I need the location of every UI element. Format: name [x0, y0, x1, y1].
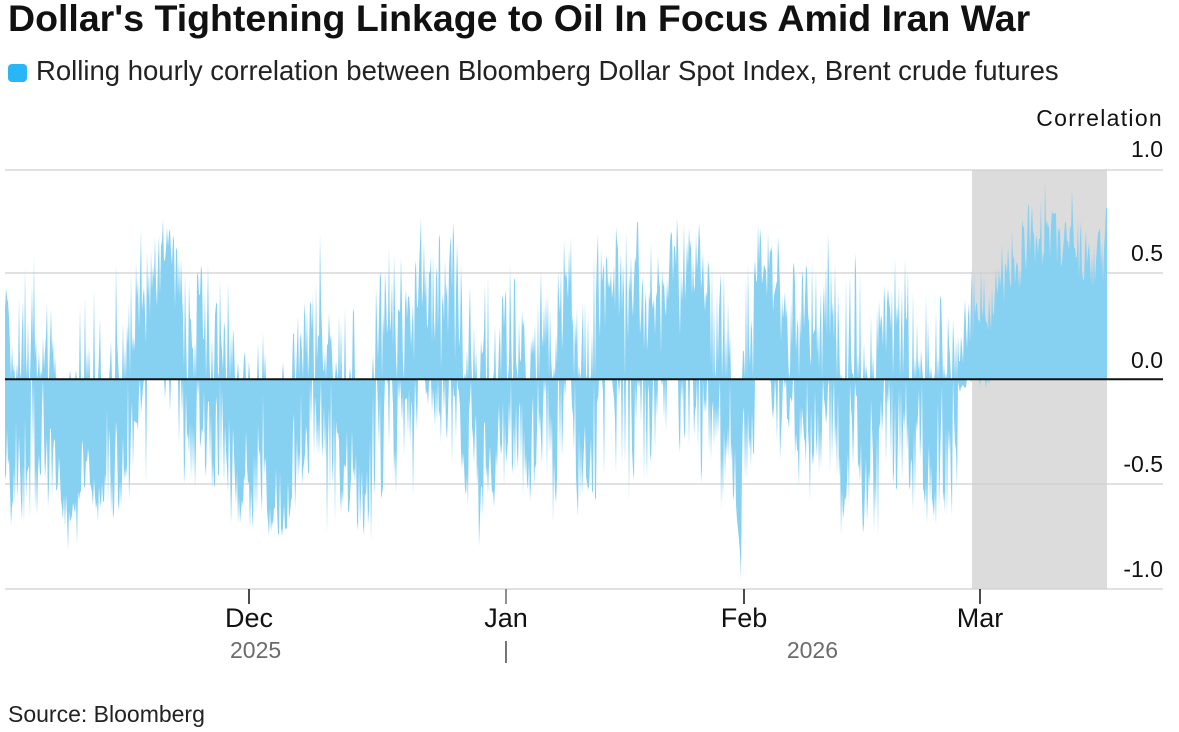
- svg-text:-1.0: -1.0: [1123, 556, 1163, 582]
- svg-text:0.5: 0.5: [1131, 240, 1163, 266]
- svg-text:Dec: Dec: [225, 603, 273, 633]
- svg-text:0.0: 0.0: [1131, 347, 1163, 373]
- svg-text:Mar: Mar: [957, 603, 1004, 633]
- svg-text:1.0: 1.0: [1131, 136, 1163, 162]
- svg-text:2026: 2026: [787, 637, 838, 663]
- svg-text:Feb: Feb: [721, 603, 768, 633]
- svg-text:Jan: Jan: [484, 603, 528, 633]
- svg-text:-0.5: -0.5: [1123, 451, 1163, 477]
- svg-text:|: |: [503, 637, 509, 663]
- svg-text:Correlation: Correlation: [1036, 105, 1163, 131]
- svg-text:2025: 2025: [230, 637, 281, 663]
